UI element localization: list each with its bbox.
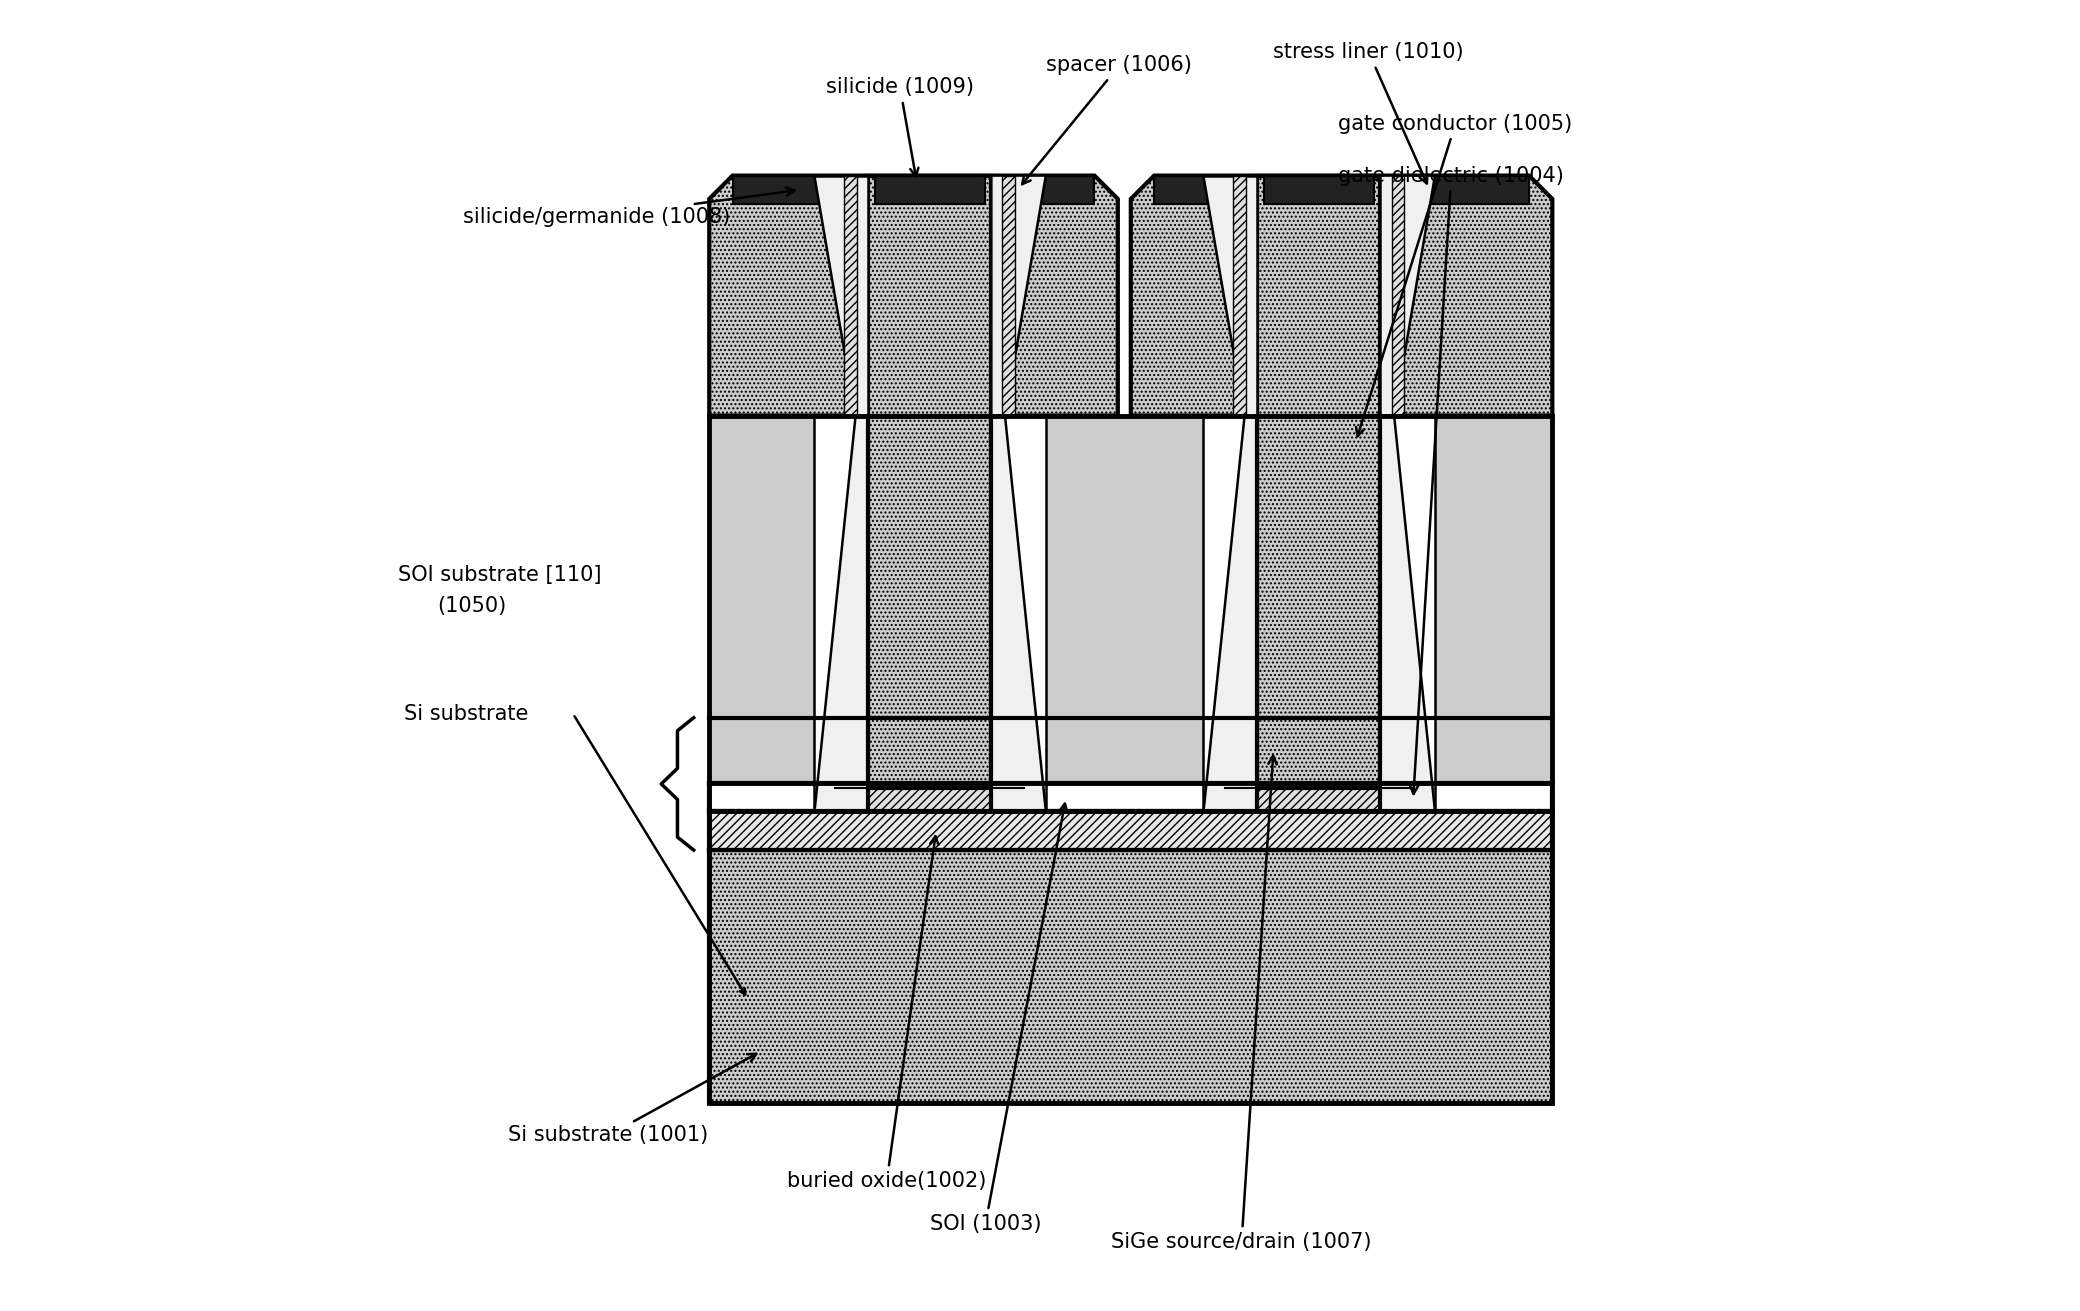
Text: SiGe source/drain (1007): SiGe source/drain (1007): [1111, 755, 1373, 1252]
Bar: [836, 788, 1023, 812]
Bar: [1256, 176, 1381, 416]
Text: spacer (1006): spacer (1006): [1021, 55, 1192, 185]
Bar: [1202, 416, 1435, 812]
Bar: [1154, 176, 1529, 205]
Text: silicide (1009): silicide (1009): [826, 77, 973, 177]
Text: gate dielectric (1004): gate dielectric (1004): [1337, 165, 1564, 794]
Bar: [813, 416, 1046, 812]
Polygon shape: [1381, 176, 1435, 416]
Bar: [732, 176, 1094, 205]
Bar: [709, 783, 1552, 812]
Text: SOI substrate [110]: SOI substrate [110]: [397, 565, 601, 585]
Bar: [867, 416, 992, 788]
Polygon shape: [709, 176, 1117, 416]
Text: gate conductor (1005): gate conductor (1005): [1337, 114, 1572, 437]
Polygon shape: [992, 176, 1046, 416]
Bar: [709, 850, 1552, 1103]
Polygon shape: [1381, 416, 1435, 812]
Bar: [1003, 176, 1015, 416]
Polygon shape: [813, 176, 867, 416]
Bar: [1265, 176, 1375, 205]
Text: SOI (1003): SOI (1003): [930, 804, 1067, 1234]
Bar: [709, 812, 1552, 850]
Bar: [874, 176, 984, 205]
Bar: [1233, 176, 1246, 416]
Polygon shape: [1202, 176, 1256, 416]
Bar: [844, 176, 857, 416]
Polygon shape: [813, 416, 867, 812]
Polygon shape: [1132, 176, 1552, 416]
Text: (1050): (1050): [437, 597, 505, 616]
Text: silicide/germanide (1008): silicide/germanide (1008): [462, 187, 795, 227]
Text: Si substrate: Si substrate: [404, 704, 528, 724]
Text: Si substrate (1001): Si substrate (1001): [508, 1054, 757, 1146]
Polygon shape: [992, 416, 1046, 812]
Text: buried oxide(1002): buried oxide(1002): [786, 836, 986, 1190]
Bar: [1256, 416, 1381, 788]
Text: stress liner (1010): stress liner (1010): [1273, 42, 1464, 184]
Bar: [709, 416, 1552, 717]
Polygon shape: [1202, 416, 1256, 812]
Bar: [709, 416, 1552, 1103]
Bar: [1392, 176, 1404, 416]
Bar: [709, 717, 1552, 783]
Bar: [867, 176, 992, 416]
Bar: [1225, 788, 1412, 812]
